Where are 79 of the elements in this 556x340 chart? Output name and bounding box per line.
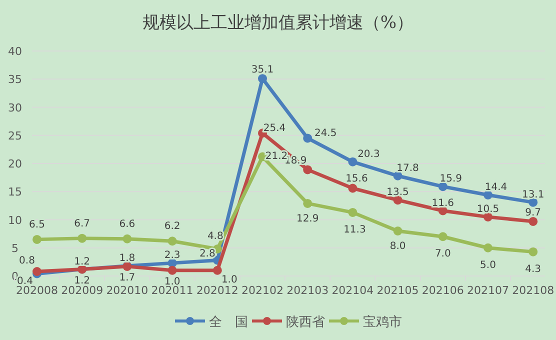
point [122, 234, 132, 244]
x-tick-label: 202102 [242, 284, 284, 297]
point [528, 216, 538, 226]
point [258, 74, 267, 84]
x-tick-label: 202105 [376, 284, 419, 297]
data-label: 2.3 [164, 250, 180, 262]
x-tick-label: 202009 [61, 284, 104, 297]
data-label: 15.6 [346, 173, 368, 184]
point [32, 234, 42, 244]
point [438, 232, 448, 242]
point [168, 236, 177, 246]
data-label: 0.4 [17, 276, 33, 287]
data-label: 17.8 [396, 162, 419, 174]
point [212, 266, 222, 275]
data-label: 15.9 [440, 174, 462, 185]
x-tick-label: 202106 [422, 284, 464, 297]
data-label: 4.3 [525, 264, 542, 275]
data-label: 12.9 [296, 213, 319, 224]
point [32, 267, 42, 276]
data-label: 1.7 [119, 272, 136, 284]
legend-label: 陕西省 [286, 315, 325, 330]
data-label: 1.8 [119, 252, 136, 264]
x-tick-label: 202104 [332, 284, 374, 297]
point [348, 184, 358, 193]
data-label: 6.5 [29, 219, 45, 230]
x-tick-label: 202107 [467, 284, 509, 297]
data-label: 25.4 [263, 123, 286, 134]
point [528, 247, 538, 256]
data-label: 7.0 [434, 248, 451, 260]
point [393, 196, 402, 205]
point [438, 182, 448, 192]
point [78, 234, 87, 243]
data-label: 11.6 [432, 198, 454, 209]
point [303, 165, 312, 174]
data-label: 13.5 [386, 187, 409, 198]
legend-label: 宝鸡市 [363, 314, 402, 330]
point [348, 157, 358, 166]
point [303, 198, 312, 208]
y-tick-label: 40 [8, 45, 22, 58]
y-tick-label: 30 [8, 101, 22, 114]
data-label: 6.6 [119, 218, 136, 230]
x-tick-label: 202010 [106, 284, 148, 297]
data-label: 20.3 [358, 148, 380, 160]
x-tick-label: 202012 [196, 284, 238, 297]
y-tick-label: 10 [8, 214, 22, 227]
point [168, 266, 177, 275]
data-label: 14.4 [484, 182, 508, 193]
data-label: 9.7 [525, 207, 542, 218]
point [484, 212, 492, 222]
data-label: 5.0 [480, 260, 496, 271]
data-label: 1.2 [74, 256, 90, 268]
y-tick-label: 5 [12, 242, 18, 255]
point [484, 243, 492, 252]
data-label: 1.0 [221, 274, 238, 286]
data-label: 6.7 [74, 218, 90, 230]
legend-label: 全 国 [209, 315, 248, 330]
data-label: 24.5 [314, 128, 337, 140]
data-label: 8.0 [390, 241, 406, 252]
y-tick-label: 35 [8, 73, 22, 86]
x-tick-label: 202108 [512, 284, 554, 297]
data-label: 10.5 [476, 204, 500, 215]
y-tick-label: 25 [8, 129, 22, 142]
chart-title: 规模以上工业增加值累计增速（%） [142, 13, 414, 33]
data-label: 1.2 [74, 275, 90, 286]
data-label: 2.8 [199, 248, 216, 260]
x-tick-label: 202103 [286, 284, 329, 297]
y-tick-label: 20 [8, 158, 22, 170]
data-label: 6.2 [164, 221, 180, 232]
point [393, 171, 402, 180]
data-label: 13.1 [522, 189, 544, 200]
point [348, 208, 358, 217]
x-tick-label: 202008 [16, 284, 58, 297]
point [484, 190, 492, 200]
data-label: 11.3 [344, 224, 366, 236]
point [393, 226, 402, 236]
data-label: 0.8 [19, 256, 35, 266]
point [303, 134, 312, 143]
data-label: 35.1 [251, 64, 274, 76]
y-tick-label: 15 [8, 186, 22, 199]
